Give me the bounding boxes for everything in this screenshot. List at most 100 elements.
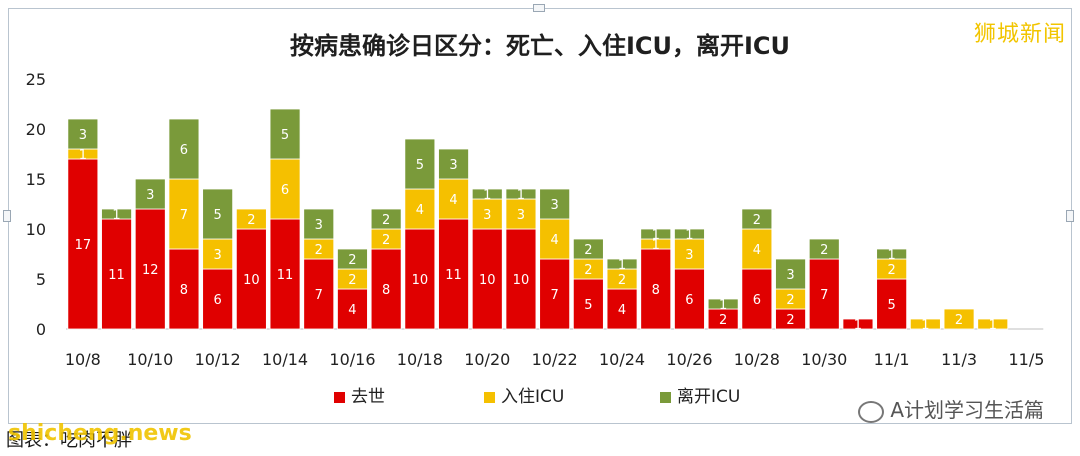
bar-segment <box>438 148 469 180</box>
legend-item-icu-out: 离开ICU <box>660 382 740 407</box>
bar-segment <box>404 188 436 230</box>
data-label: 17 <box>75 238 92 253</box>
data-label: 4 <box>551 233 559 248</box>
bar-segment <box>438 178 469 220</box>
data-label: 7 <box>551 288 559 303</box>
watermark: 狮城新闻 <box>973 22 1066 47</box>
data-label: 2 <box>348 253 356 268</box>
x-tick-label: 11/3 <box>941 350 977 369</box>
wechat-icon <box>858 400 885 423</box>
data-label: 11 <box>108 268 125 283</box>
data-label: 3 <box>315 218 323 233</box>
data-label: 10 <box>513 273 530 288</box>
data-label: 10 <box>243 273 260 288</box>
bar-segment <box>808 238 840 260</box>
legend-swatch-death <box>334 391 345 403</box>
data-label: 1 <box>483 188 491 203</box>
x-tick-label: 10/18 <box>397 350 443 369</box>
data-label: 3 <box>551 198 559 213</box>
resize-handle-left[interactable] <box>3 210 11 222</box>
data-label: 2 <box>382 213 390 228</box>
data-label: 4 <box>348 303 356 318</box>
data-label: 1 <box>854 318 862 333</box>
bar-segment <box>640 248 672 330</box>
bar-segment <box>943 308 975 330</box>
bar-segment <box>539 218 571 260</box>
y-tick-label: 0 <box>36 320 46 339</box>
data-label: 4 <box>449 193 457 208</box>
bar-segment <box>909 318 941 330</box>
data-label: 5 <box>416 158 424 173</box>
bar-segment <box>303 258 335 330</box>
bar-segment <box>404 138 436 190</box>
bar-segment <box>269 108 301 160</box>
data-label: 6 <box>281 183 289 198</box>
bar-segment <box>606 258 638 270</box>
data-label: 1 <box>112 208 120 223</box>
data-label: 1 <box>79 148 87 163</box>
x-tick-label: 11/1 <box>874 350 910 369</box>
bar-segment <box>235 228 267 330</box>
data-label: 6 <box>685 293 693 308</box>
bar-segment <box>168 118 200 180</box>
data-label: 1 <box>517 188 525 203</box>
data-label: 4 <box>618 303 626 318</box>
wechat-label: A计划学习生活篇 <box>890 398 1044 422</box>
bar-segment <box>640 228 672 240</box>
data-label: 10 <box>479 273 496 288</box>
bar-segment <box>101 218 132 330</box>
resize-handle-top[interactable] <box>533 4 545 12</box>
data-label: 3 <box>685 248 693 263</box>
data-label: 8 <box>652 283 660 298</box>
data-label: 1 <box>888 248 896 263</box>
data-label: 1 <box>652 228 660 243</box>
data-label: 1 <box>685 228 693 243</box>
resize-handle-right[interactable] <box>1066 210 1074 222</box>
data-label: 3 <box>517 208 525 223</box>
x-tick-label: 10/12 <box>195 350 241 369</box>
data-label: 2 <box>719 313 727 328</box>
data-label: 7 <box>180 208 188 223</box>
bar-segment <box>404 228 436 330</box>
data-label: 11 <box>277 268 294 283</box>
bar-segment <box>741 228 773 270</box>
x-tick-label: 10/22 <box>532 350 578 369</box>
data-label: 2 <box>584 243 592 258</box>
bar-segment <box>370 208 402 230</box>
bar-segment <box>303 208 335 240</box>
data-label: 3 <box>146 188 154 203</box>
data-label: 2 <box>348 273 356 288</box>
data-label: 2 <box>382 233 390 248</box>
data-label: 5 <box>888 298 896 313</box>
x-tick-label: 10/26 <box>666 350 712 369</box>
chart-title: 按病患确诊日区分：死亡、入住ICU，离开ICU <box>289 32 791 60</box>
data-label: 8 <box>180 283 188 298</box>
legend-item-death: 去世 <box>334 382 385 407</box>
data-label: 2 <box>786 293 794 308</box>
data-label: 12 <box>142 263 159 278</box>
bar-segment <box>977 318 1009 330</box>
data-label: 5 <box>584 298 592 313</box>
y-tick-label: 25 <box>26 70 46 89</box>
bar-segment <box>707 298 739 310</box>
data-label: 8 <box>382 283 390 298</box>
y-tick-label: 10 <box>26 220 46 239</box>
y-tick-label: 5 <box>36 270 46 289</box>
legend-swatch-icu-in <box>484 391 495 403</box>
x-tick-label: 11/5 <box>1008 350 1044 369</box>
legend-label-icu-in: 入住ICU <box>501 387 565 407</box>
data-label: 6 <box>214 293 222 308</box>
bar-segment <box>741 208 773 230</box>
data-label: 10 <box>412 273 429 288</box>
bar-segment <box>235 208 267 230</box>
data-label: 1 <box>618 258 626 273</box>
data-label: 1 <box>719 298 727 313</box>
bar-segment <box>134 208 166 330</box>
data-label: 2 <box>315 243 323 258</box>
bar-segment <box>572 238 604 260</box>
bar-segment <box>741 268 773 330</box>
data-label: 1 <box>652 238 660 253</box>
legend-item-icu-in: 入住ICU <box>484 382 564 407</box>
footer-source: 图表：吃肉不胖 <box>6 430 132 451</box>
